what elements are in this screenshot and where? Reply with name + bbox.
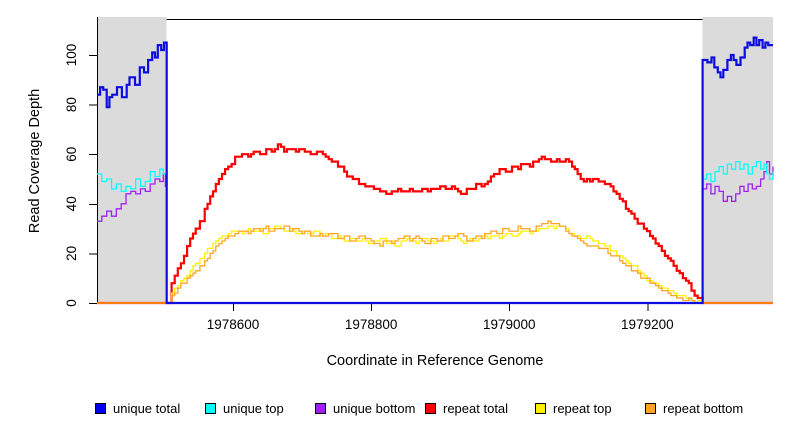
series-line-repeat-bottom: [97, 220, 773, 304]
y-tick-label: 20: [64, 246, 79, 261]
axis-ticks: [89, 55, 649, 311]
series-line-unique-total: [97, 36, 773, 305]
y-tick-label: 0: [64, 299, 79, 307]
y-tick-label: 100: [64, 44, 79, 67]
series-line-unique-bottom: [97, 160, 774, 304]
x-tick-label: 1979000: [483, 317, 536, 332]
shaded-region: [702, 17, 773, 303]
y-tick-label: 40: [64, 196, 79, 211]
axis-tick-labels: 1978600 1978800 1979000 1979200 0 20 40 60 80 100: [64, 44, 674, 332]
x-tick-label: 1979200: [621, 317, 674, 332]
x-tick-label: 1978800: [345, 317, 398, 332]
y-tick-label: 60: [64, 147, 79, 162]
series-line-repeat-top: [97, 225, 773, 304]
y-axis-title: Read Coverage Depth: [27, 88, 43, 234]
series-lines: [97, 36, 774, 305]
x-axis-title: Coordinate in Reference Genome: [326, 353, 544, 369]
series-line-repeat-total: [97, 143, 773, 305]
series-line-unique-top: [97, 160, 774, 304]
y-tick-label: 80: [64, 97, 79, 112]
shaded-region: [97, 17, 167, 303]
x-tick-label: 1978600: [207, 317, 260, 332]
